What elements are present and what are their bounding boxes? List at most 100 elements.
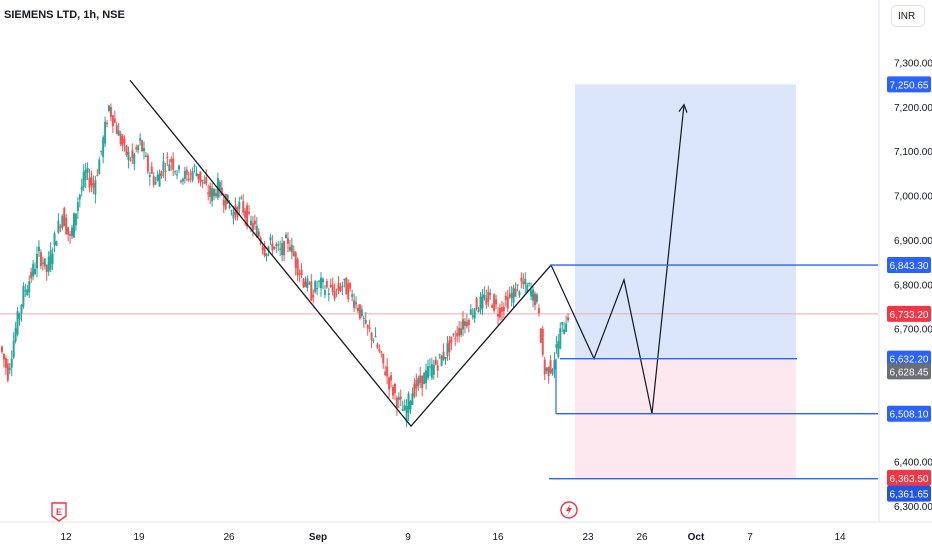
candle-body: [203, 182, 206, 184]
candle-body: [374, 335, 377, 338]
x-tick-label: 7: [747, 532, 753, 543]
x-tick-label: 14: [834, 532, 846, 543]
candle-body: [98, 159, 101, 175]
candle-body: [378, 348, 381, 352]
candle-body: [427, 366, 429, 378]
candle-body: [399, 396, 402, 400]
candle-body: [541, 328, 544, 355]
candle-body: [351, 294, 354, 297]
candle-body: [20, 304, 23, 314]
x-tick-label: 16: [492, 532, 504, 543]
candle-body: [218, 182, 221, 192]
candle-body: [261, 246, 264, 251]
candle-body: [368, 327, 371, 330]
candle-body: [370, 332, 373, 341]
candle-body: [473, 309, 476, 319]
candle-body: [483, 295, 486, 299]
symbol-label: SIEMENS LTD, 1h, NSE: [4, 9, 125, 21]
candle-body: [498, 307, 501, 318]
candle-body: [419, 375, 422, 384]
zigzag-drawing[interactable]: [129, 79, 552, 428]
candle-body: [343, 278, 346, 281]
candle-body: [100, 150, 103, 152]
y-tick-label: 6,400.00: [894, 458, 932, 469]
price-label: 6,843.30: [890, 261, 929, 272]
candle-body: [543, 359, 546, 375]
candle-body: [446, 343, 449, 356]
candle-body: [310, 281, 313, 301]
candle-body: [417, 377, 420, 386]
price-label-box: [887, 405, 931, 422]
candle-body: [115, 125, 118, 134]
candle-body: [220, 187, 223, 196]
y-tick-label: 7,300.00: [894, 59, 932, 70]
candle-body: [43, 258, 46, 267]
candle-body: [321, 278, 324, 283]
candle-body: [425, 370, 428, 384]
dividend-bolt-icon[interactable]: [560, 501, 578, 519]
candle-body: [154, 181, 157, 184]
x-tick-label: Sep: [309, 532, 327, 543]
candle-body: [187, 178, 190, 181]
candle-body: [438, 354, 441, 356]
candle-body: [567, 317, 570, 321]
candle-body: [549, 360, 552, 373]
candle-body: [356, 307, 359, 311]
price-label: 6,632.20: [890, 355, 929, 366]
target-zone[interactable]: [575, 84, 796, 359]
candle-body: [160, 171, 163, 177]
currency-button[interactable]: INR: [891, 5, 925, 27]
candle-body: [563, 329, 566, 334]
candle-body: [18, 313, 21, 319]
candle-body: [176, 174, 179, 176]
candle-body: [479, 296, 482, 310]
candle-body: [170, 158, 173, 163]
candle-body: [331, 284, 334, 292]
candle-body: [559, 328, 562, 349]
candle-body: [366, 324, 369, 328]
earnings-icon[interactable]: E: [51, 502, 67, 522]
projection-arrowhead: [678, 103, 688, 113]
candle-body: [516, 284, 519, 286]
candle-body: [327, 293, 330, 296]
candle-body: [65, 217, 68, 234]
candle-body: [197, 174, 200, 180]
candle-body: [72, 213, 75, 238]
candle-body: [273, 246, 276, 249]
stop-zone[interactable]: [575, 358, 796, 478]
price-label: 6,361.65: [890, 490, 929, 501]
projection-path[interactable]: [550, 104, 685, 414]
candle-body: [489, 292, 492, 296]
candle-body: [491, 305, 494, 308]
candle-body: [121, 135, 124, 146]
candle-body: [249, 220, 252, 225]
candle-body: [302, 279, 305, 287]
candle-body: [150, 166, 153, 174]
price-label-box: [887, 469, 931, 486]
candle-body: [22, 286, 25, 307]
y-tick-label: 7,000.00: [894, 192, 932, 203]
candle-body: [253, 220, 256, 225]
candle-body: [67, 226, 70, 235]
candle-body: [403, 405, 406, 411]
candle-body: [275, 244, 278, 247]
candle-body: [440, 355, 443, 366]
price-label: 6,733.20: [890, 310, 929, 321]
candle-body: [6, 363, 9, 381]
candle-body: [63, 208, 66, 227]
candle-body: [80, 186, 83, 191]
candle-body: [551, 369, 554, 375]
candle-body: [428, 366, 431, 368]
candle-body: [545, 367, 548, 372]
candle-body: [267, 246, 270, 251]
candle-body: [500, 307, 503, 312]
candle-body: [61, 215, 64, 228]
candle-body: [409, 401, 412, 410]
candle-body: [269, 237, 272, 241]
candle-body: [539, 328, 542, 343]
candle-body: [117, 130, 120, 136]
candle-body: [265, 253, 268, 257]
candle-body: [146, 155, 149, 172]
candle-body: [10, 358, 13, 368]
